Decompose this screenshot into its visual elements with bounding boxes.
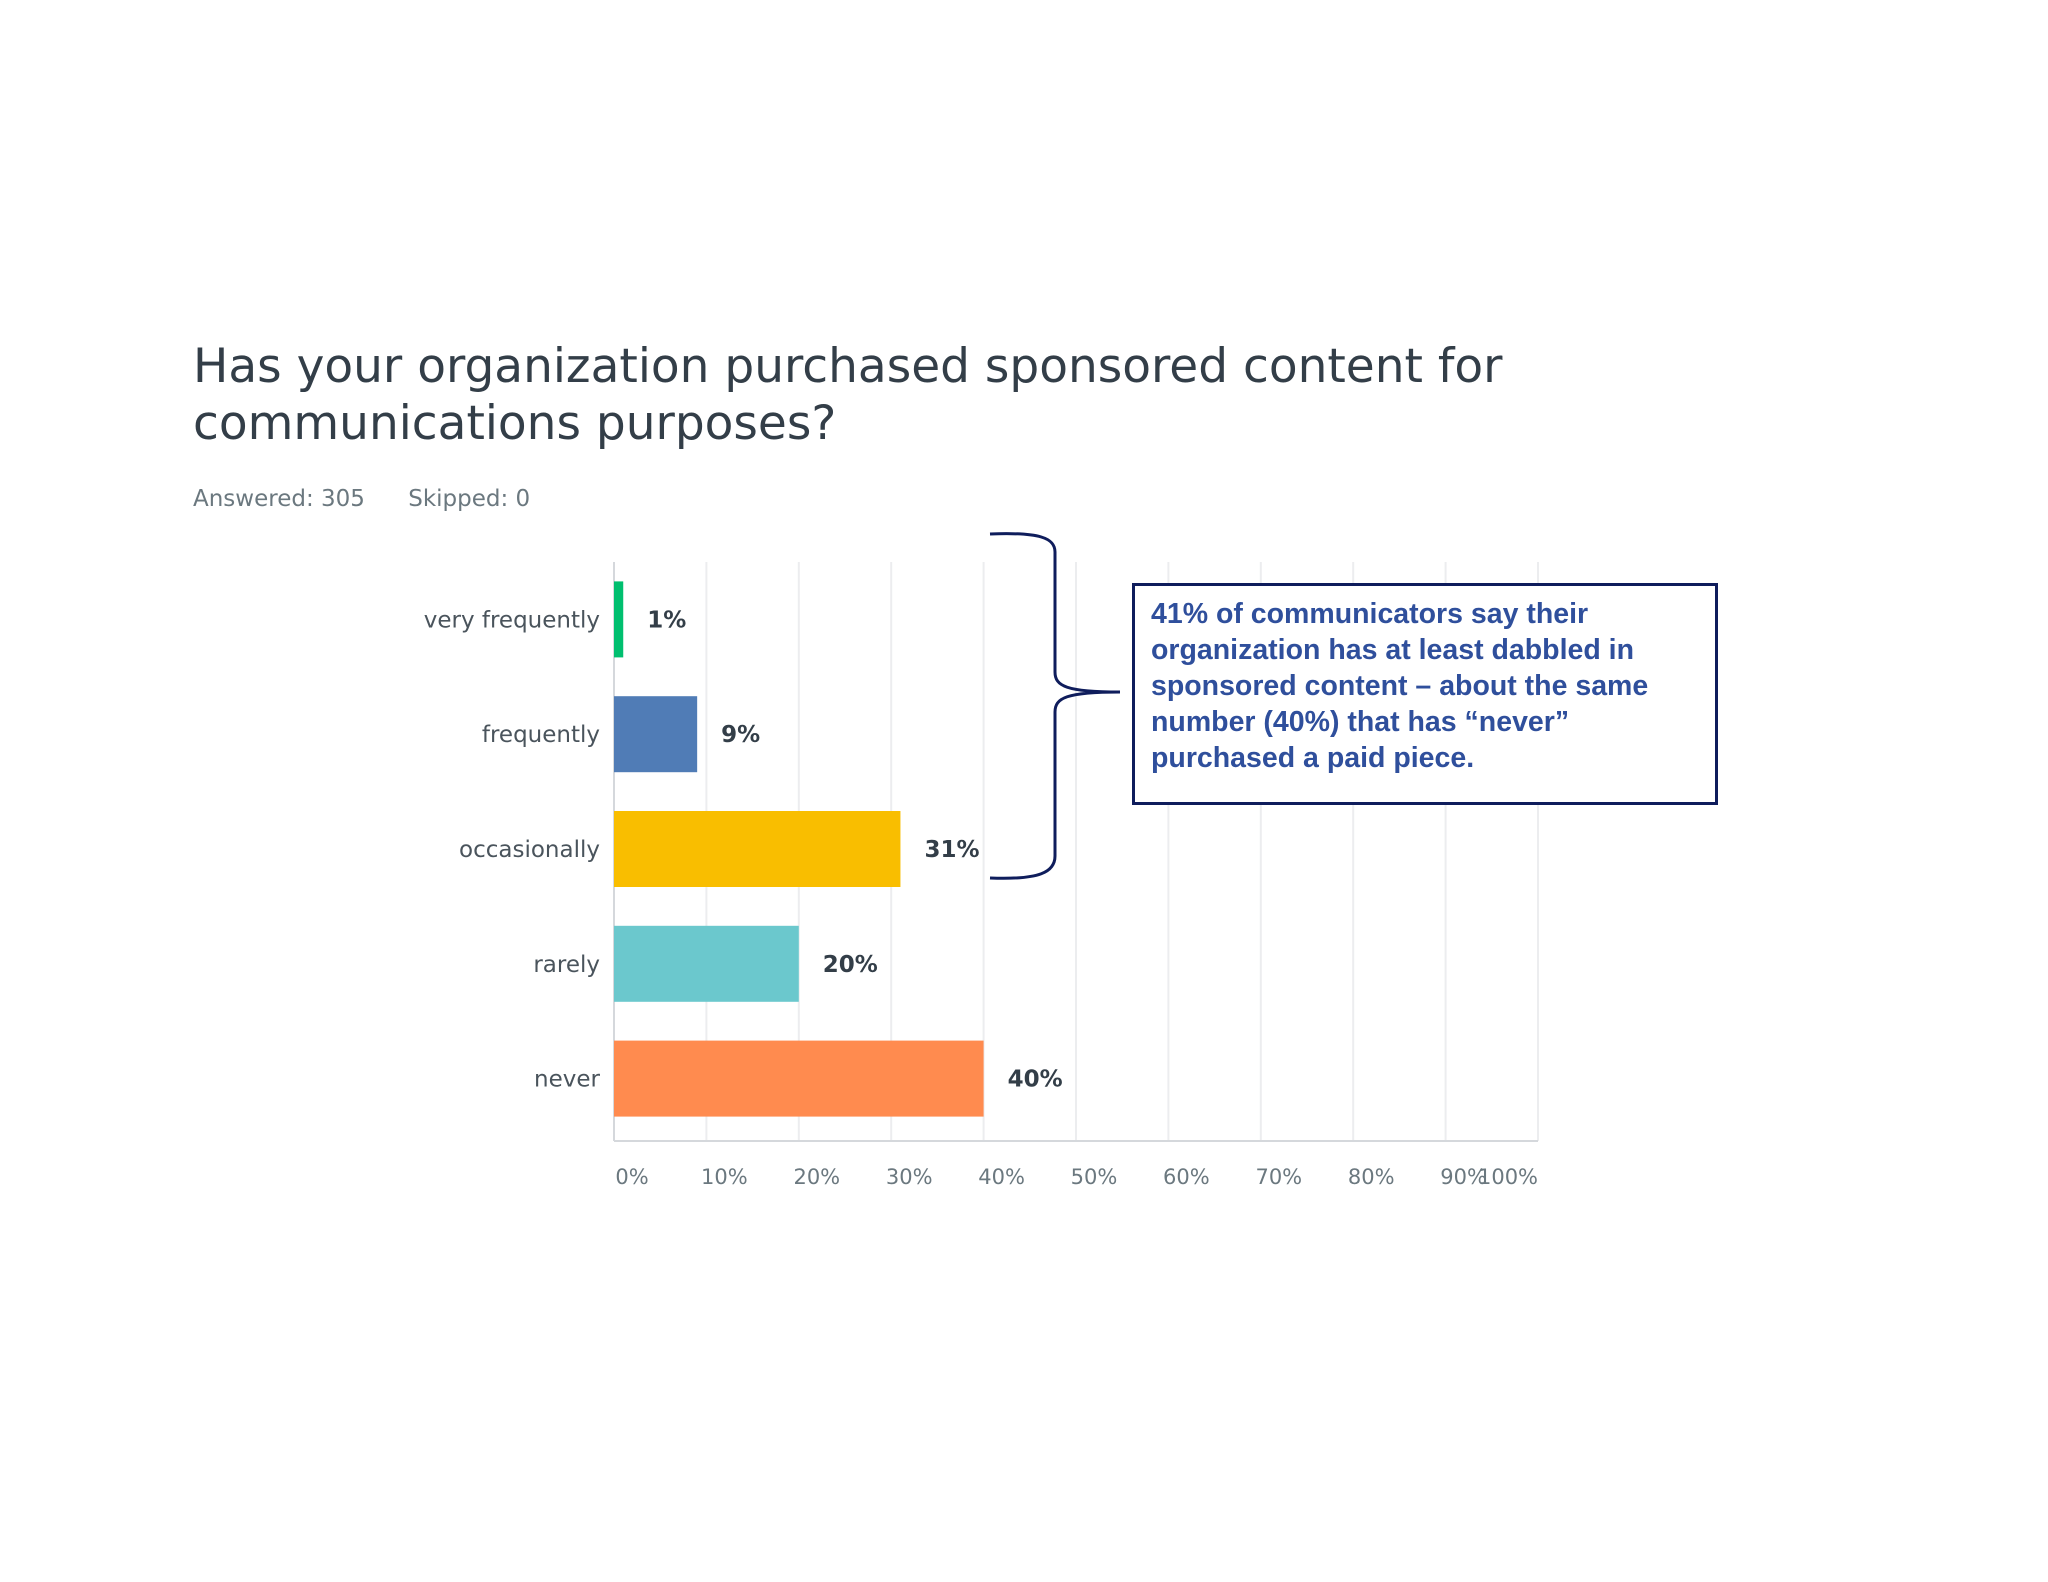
x-tick-label: 10% [701, 1165, 748, 1189]
value-labels: 1% 9% 31% 20% 40% [647, 607, 1062, 1092]
x-tick-label: 60% [1163, 1165, 1210, 1189]
callout-box: 41% of communicators say their organizat… [1132, 583, 1718, 805]
category-label: rarely [533, 952, 600, 978]
callout-text: 41% of communicators say their organizat… [1151, 598, 1649, 774]
skipped-count: Skipped: 0 [408, 486, 531, 512]
brace-icon [989, 532, 1121, 880]
x-tick-label: 30% [886, 1165, 933, 1189]
x-tick-label: 20% [793, 1165, 840, 1189]
question-title: Has your organization purchased sponsore… [193, 339, 1503, 451]
answered-count: Answered: 305 [193, 486, 365, 512]
x-axis-ticks: 0% 10% 20% 30% 40% 50% 60% 70% 80% 90%100% [615, 1165, 1538, 1189]
x-tick-label: 70% [1255, 1165, 1302, 1189]
value-label: 20% [823, 952, 878, 978]
x-tick-label: 0% [615, 1165, 648, 1189]
category-labels: very frequently frequently occasionally rar… [424, 607, 601, 1092]
value-label: 9% [721, 722, 760, 748]
response-stats: Answered: 305 Skipped: 0 [193, 486, 566, 512]
bar [614, 696, 698, 773]
chart-bars [614, 581, 984, 1117]
value-label: 31% [924, 837, 979, 863]
value-label: 1% [647, 607, 686, 633]
category-label: occasionally [459, 837, 600, 863]
category-label: very frequently [424, 607, 600, 633]
x-tick-label: 100% [1478, 1165, 1538, 1189]
x-tick-label: 40% [978, 1165, 1025, 1189]
x-tick-label: 80% [1348, 1165, 1395, 1189]
bar [614, 581, 624, 658]
bar [614, 811, 901, 887]
category-label: never [534, 1067, 600, 1093]
bar [614, 1040, 984, 1117]
x-tick-label: 50% [1071, 1165, 1118, 1189]
category-label: frequently [482, 722, 600, 748]
bar [614, 925, 799, 1002]
value-label: 40% [1008, 1067, 1063, 1093]
x-tick-label: 90% [1440, 1165, 1487, 1189]
